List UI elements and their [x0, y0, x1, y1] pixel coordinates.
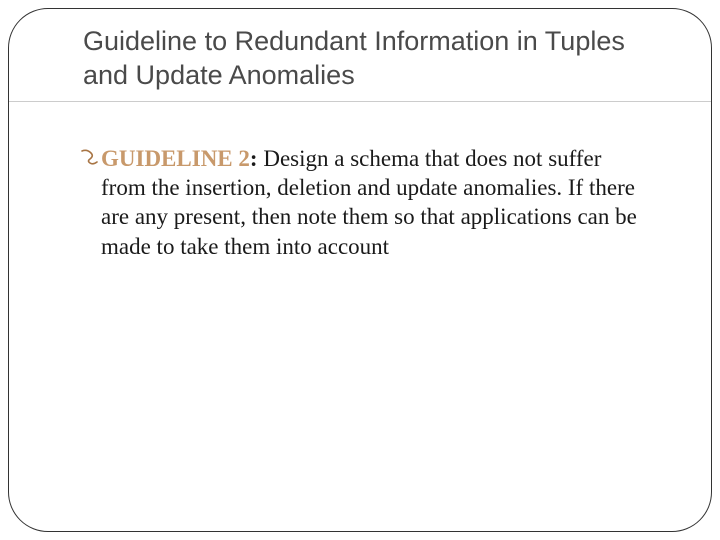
guideline-colon: : — [250, 146, 263, 171]
bullet-text: GUIDELINE 2: Design a schema that does n… — [101, 144, 639, 262]
guideline-label: GUIDELINE 2 — [101, 146, 250, 171]
slide-title: Guideline to Redundant Information in Tu… — [9, 25, 711, 102]
slide-body: GUIDELINE 2: Design a schema that does n… — [9, 144, 711, 262]
curly-bullet-icon — [81, 148, 99, 172]
slide-frame: Guideline to Redundant Information in Tu… — [8, 8, 712, 532]
bullet-item: GUIDELINE 2: Design a schema that does n… — [81, 144, 639, 262]
